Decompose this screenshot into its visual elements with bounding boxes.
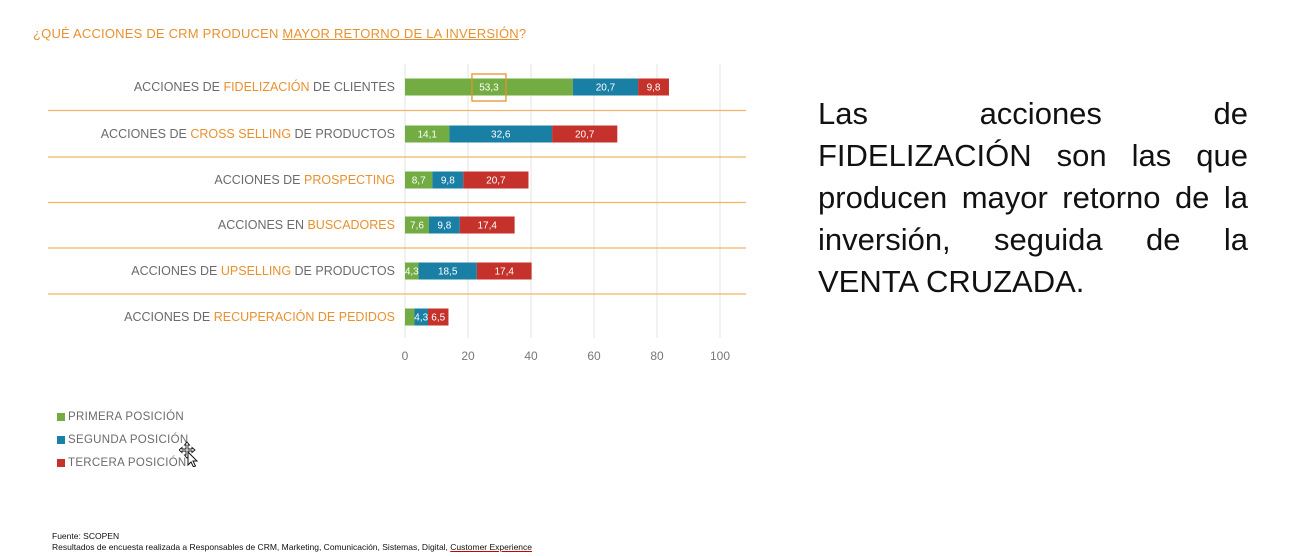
bar-segment [405, 308, 415, 326]
category-label: ACCIONES DE CROSS SELLING DE PRODUCTOS [101, 127, 395, 141]
bar-value-label: 17,4 [477, 221, 497, 232]
source-line-2-prefix: Resultados de encuesta realizada a Respo… [52, 542, 451, 552]
category-label-highlight: PROSPECTING [304, 173, 395, 187]
category-label: ACCIONES DE RECUPERACIÓN DE PEDIDOS [124, 309, 395, 324]
bar-segment [418, 262, 477, 280]
x-tick-label: 100 [710, 349, 730, 363]
category-label: ACCIONES DE UPSELLING DE PRODUCTOS [131, 264, 395, 278]
bar-value-label: 20,7 [575, 130, 595, 141]
move-cursor-icon [179, 441, 199, 467]
bar-value-label: 4,3 [405, 267, 419, 278]
bar-segment [432, 171, 464, 189]
legend-label: TERCERA POSICIÓN [68, 456, 187, 469]
bar-segment [427, 308, 449, 326]
bar-segment [459, 216, 515, 234]
legend-swatch [57, 412, 65, 421]
legend-swatch [57, 458, 65, 467]
bar-value-label: 7,6 [410, 221, 424, 232]
bar-value-label: 53,3 [479, 83, 499, 94]
legend-item: SEGUNDA POSICIÓN [57, 428, 188, 451]
category-label: ACCIONES DE PROSPECTING [214, 173, 395, 187]
category-label: ACCIONES DE FIDELIZACIÓN DE CLIENTES [134, 79, 395, 94]
category-label-prefix: ACCIONES DE [101, 127, 191, 141]
chart-title-underlined: MAYOR RETORNO DE LA INVERSIÓN [282, 26, 519, 41]
category-label-highlight: RECUPERACIÓN DE PEDIDOS [214, 309, 395, 324]
bar-segment [638, 78, 669, 96]
x-tick-label: 40 [524, 349, 538, 363]
source-line-2: Resultados de encuesta realizada a Respo… [52, 542, 532, 553]
bar-segment [552, 125, 618, 143]
category-label-suffix: DE PRODUCTOS [291, 127, 395, 141]
x-tick-label: 80 [650, 349, 664, 363]
category-label-highlight: BUSCADORES [307, 218, 395, 232]
x-tick-label: 20 [461, 349, 475, 363]
source-line-1: Fuente: SCOPEN [52, 531, 120, 541]
bar-segment [476, 262, 532, 280]
bar-segment [572, 78, 639, 96]
x-tick-label: 0 [402, 349, 409, 363]
chart-legend: PRIMERA POSICIÓN SEGUNDA POSICIÓN TERCERA … [57, 405, 188, 474]
bar-value-label: 20,7 [486, 176, 506, 187]
bar-segment [405, 262, 419, 280]
bar-value-label: 18,5 [438, 267, 458, 278]
legend-swatch [57, 435, 65, 444]
bar-value-label: 32,6 [491, 130, 511, 141]
bar-value-label: 8,7 [412, 176, 426, 187]
bar-segment [428, 216, 460, 234]
bar-value-label: 20,7 [596, 83, 616, 94]
category-label-prefix: ACCIONES DE [124, 310, 214, 324]
bar-segment [405, 78, 573, 96]
category-label-prefix: ACCIONES DE [131, 264, 221, 278]
legend-label: SEGUNDA POSICIÓN [68, 433, 189, 446]
stacked-bar-chart: ACCIONES DE FIDELIZACIÓN DE CLIENTESACCI… [48, 64, 746, 363]
bar-value-label: 4,3 [414, 313, 428, 324]
chart-title-suffix: ? [518, 26, 527, 41]
bar-value-label: 9,8 [437, 221, 451, 232]
bar-segment [405, 125, 450, 143]
bar-segment [405, 171, 433, 189]
bar-value-label: 6,5 [431, 313, 445, 324]
bar-value-label: 9,8 [441, 176, 455, 187]
bar-value-label: 14,1 [417, 130, 437, 141]
highlight-box [471, 73, 507, 102]
category-label-suffix: DE PRODUCTOS [291, 264, 395, 278]
legend-item: PRIMERA POSICIÓN [57, 405, 188, 428]
category-label-highlight: CROSS SELLING [190, 127, 291, 141]
category-label: ACCIONES EN BUSCADORES [218, 218, 395, 232]
bar-value-label: 9,8 [647, 83, 661, 94]
legend-label: PRIMERA POSICIÓN [68, 410, 184, 423]
legend-item: TERCERA POSICIÓN [57, 451, 188, 474]
category-label-prefix: ACCIONES EN [218, 218, 308, 232]
category-label-suffix: DE CLIENTES [310, 80, 395, 94]
bar-segment [463, 171, 529, 189]
x-tick-label: 60 [587, 349, 601, 363]
bar-value-label: 17,4 [494, 267, 514, 278]
category-label-highlight: FIDELIZACIÓN [223, 79, 309, 94]
chart-title-prefix: ¿QUÉ ACCIONES DE CRM PRODUCEN [33, 26, 283, 41]
category-label-highlight: UPSELLING [221, 264, 291, 278]
chart-title: ¿QUÉ ACCIONES DE CRM PRODUCEN MAYOR RETO… [33, 26, 526, 41]
source-line-2-underlined: Customer Experience [450, 542, 533, 552]
source-note: Fuente: SCOPEN Resultados de encuesta re… [52, 531, 532, 553]
summary-text: Las acciones de FIDELIZACIÓN son las que… [818, 96, 1248, 299]
bar-segment [449, 125, 553, 143]
category-label-prefix: ACCIONES DE [134, 80, 224, 94]
bar-segment [405, 216, 429, 234]
bar-segment [414, 308, 428, 326]
category-label-prefix: ACCIONES DE [214, 173, 304, 187]
